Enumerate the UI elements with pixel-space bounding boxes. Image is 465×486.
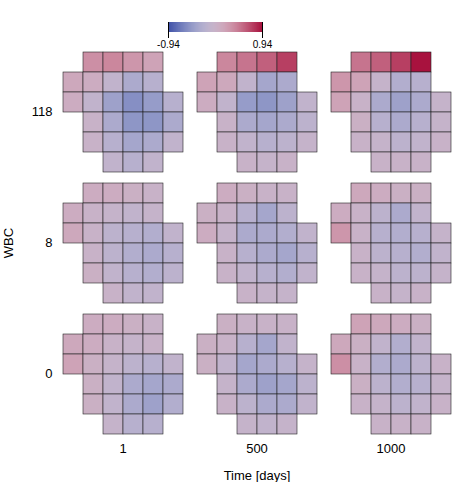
svg-text:1000: 1000 bbox=[377, 441, 406, 456]
svg-text:8: 8 bbox=[45, 235, 52, 250]
svg-text:WBC: WBC bbox=[1, 228, 16, 258]
svg-text:500: 500 bbox=[246, 441, 268, 456]
svg-text:-0.94: -0.94 bbox=[157, 39, 180, 50]
svg-text:0.94: 0.94 bbox=[253, 39, 273, 50]
svg-text:0: 0 bbox=[45, 366, 52, 381]
svg-text:Time [days]: Time [days] bbox=[224, 468, 291, 483]
svg-text:118: 118 bbox=[32, 104, 53, 119]
svg-text:1: 1 bbox=[119, 441, 126, 456]
